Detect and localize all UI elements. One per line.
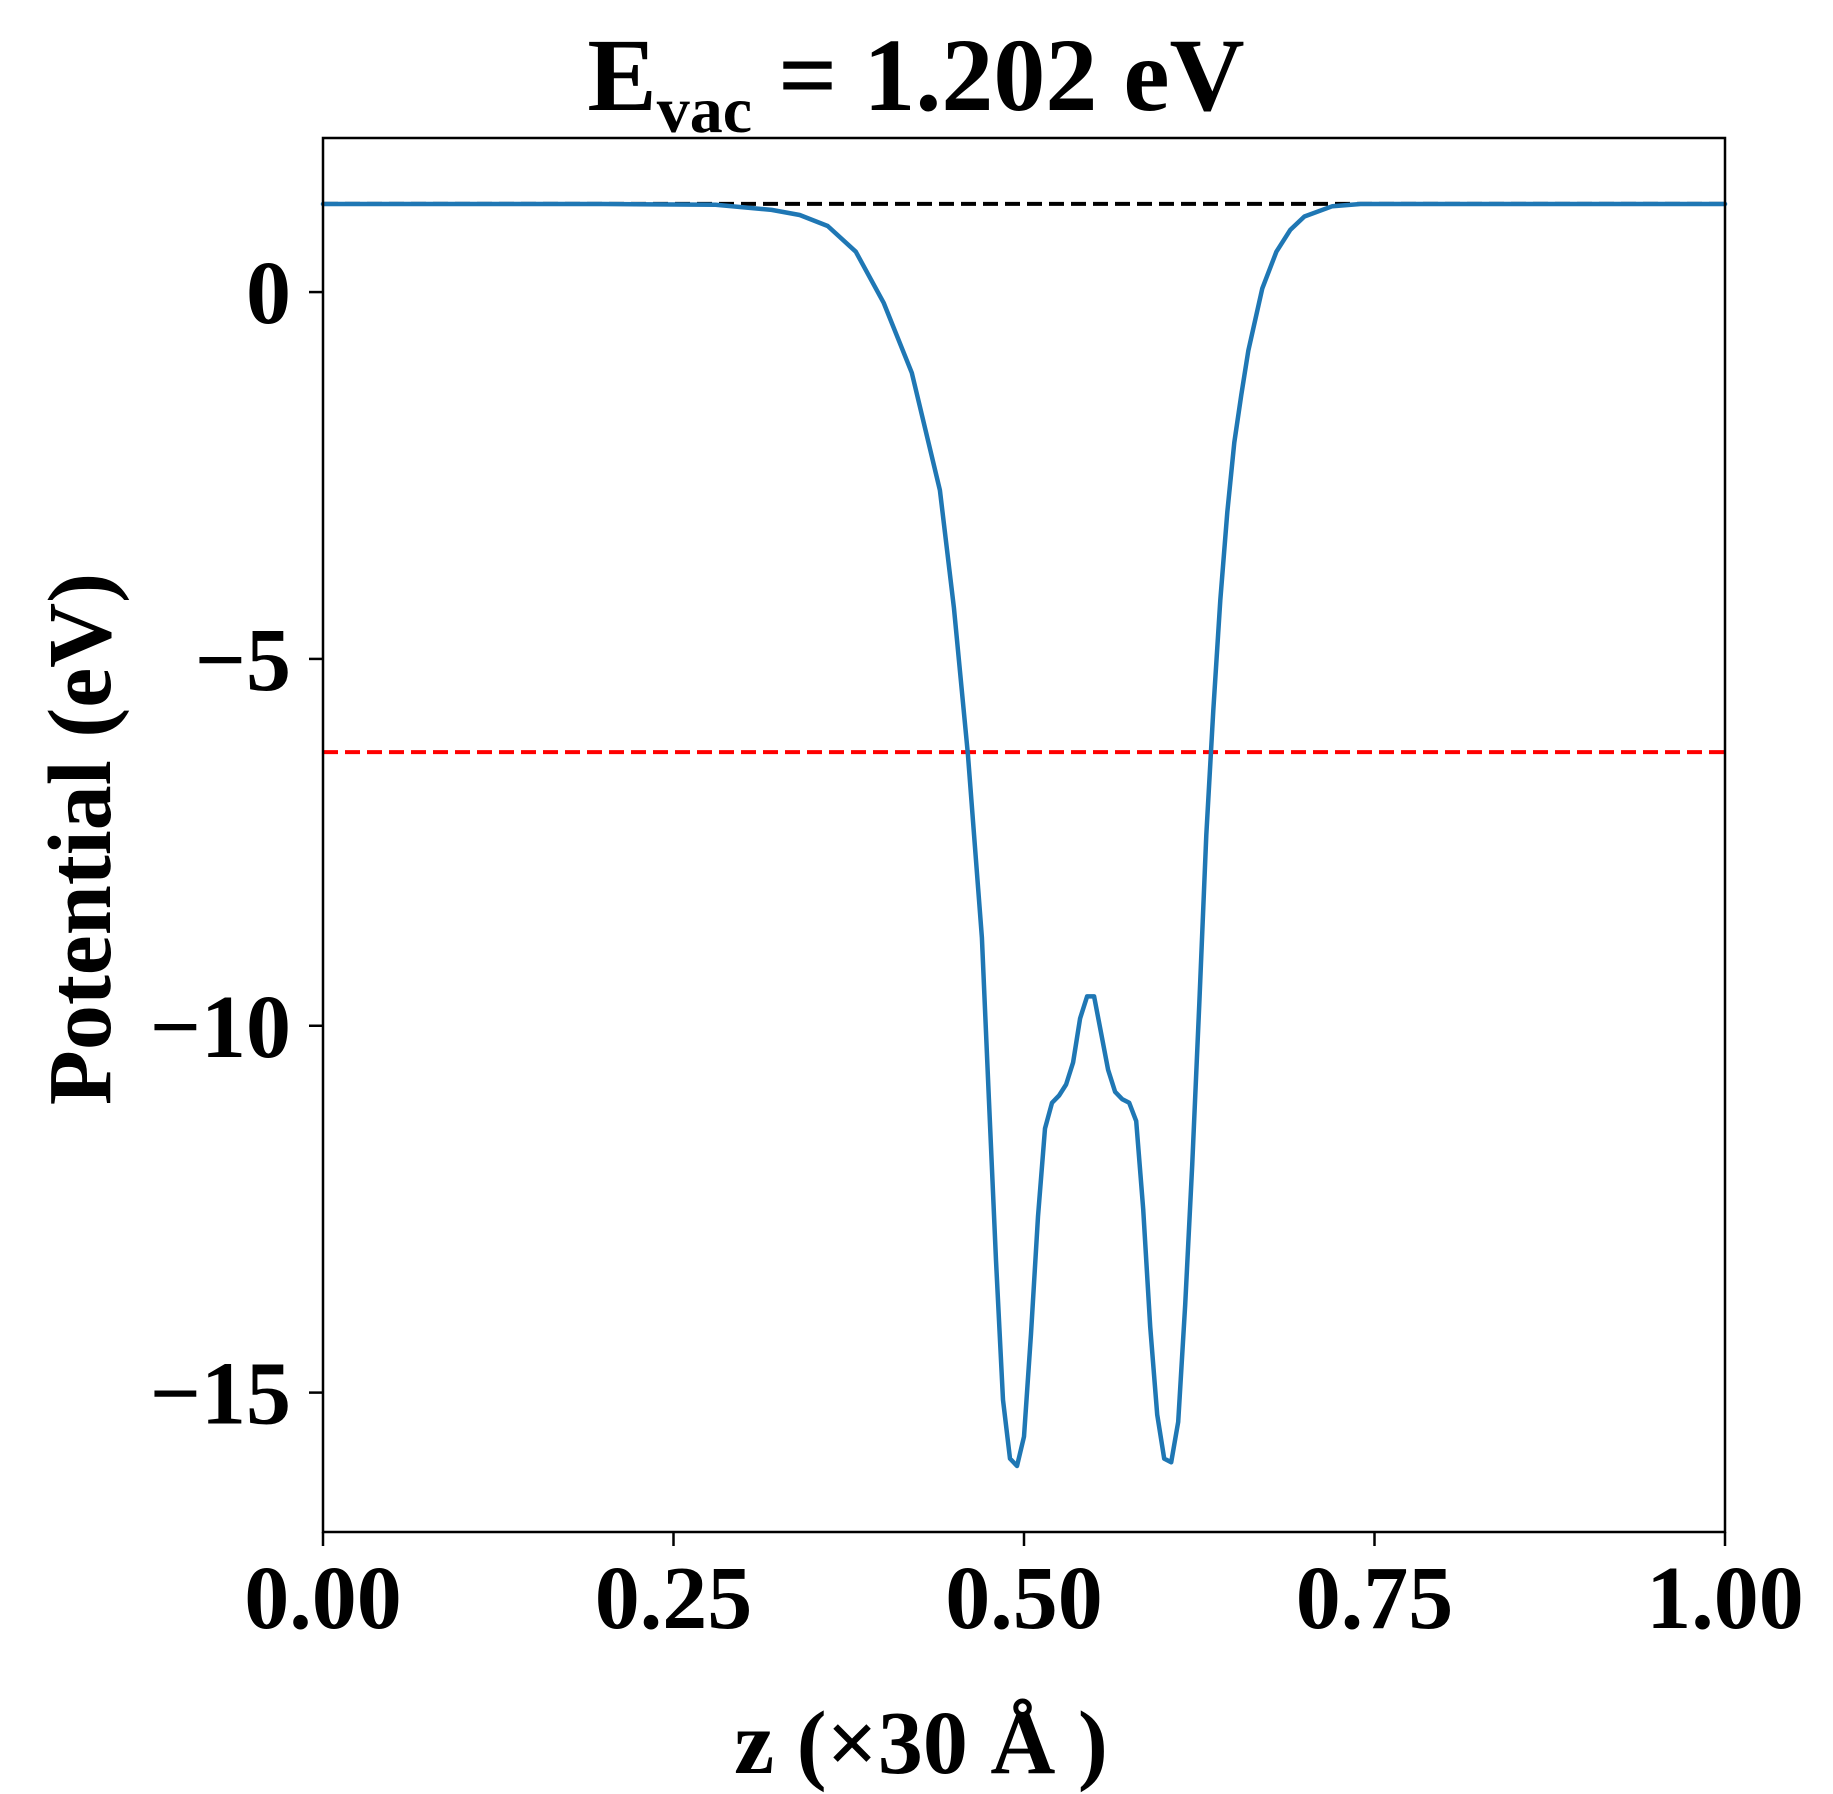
chart-title-prefix: E [587, 18, 656, 133]
y-axis: 0 −5 −10 −15 [150, 244, 323, 1444]
chart-title-suffix: = 1.202 eV [752, 18, 1245, 133]
x-tick-label: 1.00 [1646, 1549, 1804, 1648]
y-tick-label: 0 [246, 244, 291, 343]
y-axis-label: Potential (eV) [31, 573, 130, 1105]
x-tick-label: 0.00 [244, 1549, 402, 1648]
x-tick-label: 0.25 [595, 1549, 753, 1648]
x-tick-label: 0.50 [945, 1549, 1103, 1648]
x-axis: 0.00 0.25 0.50 0.75 1.00 [244, 1532, 1804, 1648]
x-tick-label: 0.75 [1296, 1549, 1454, 1648]
x-axis-label: z (×30 Å ) [734, 1694, 1108, 1793]
y-tick-label: −5 [195, 611, 291, 710]
y-tick-label: −10 [150, 978, 291, 1077]
series-line-1 [320, 201, 1728, 1469]
chart-title: Evac = 1.202 eV [587, 18, 1244, 147]
plot-frame [321, 136, 1727, 1534]
chart-title-subscript: vac [657, 74, 752, 147]
y-tick-label: −15 [150, 1345, 291, 1444]
plot-area [320, 136, 1728, 1534]
